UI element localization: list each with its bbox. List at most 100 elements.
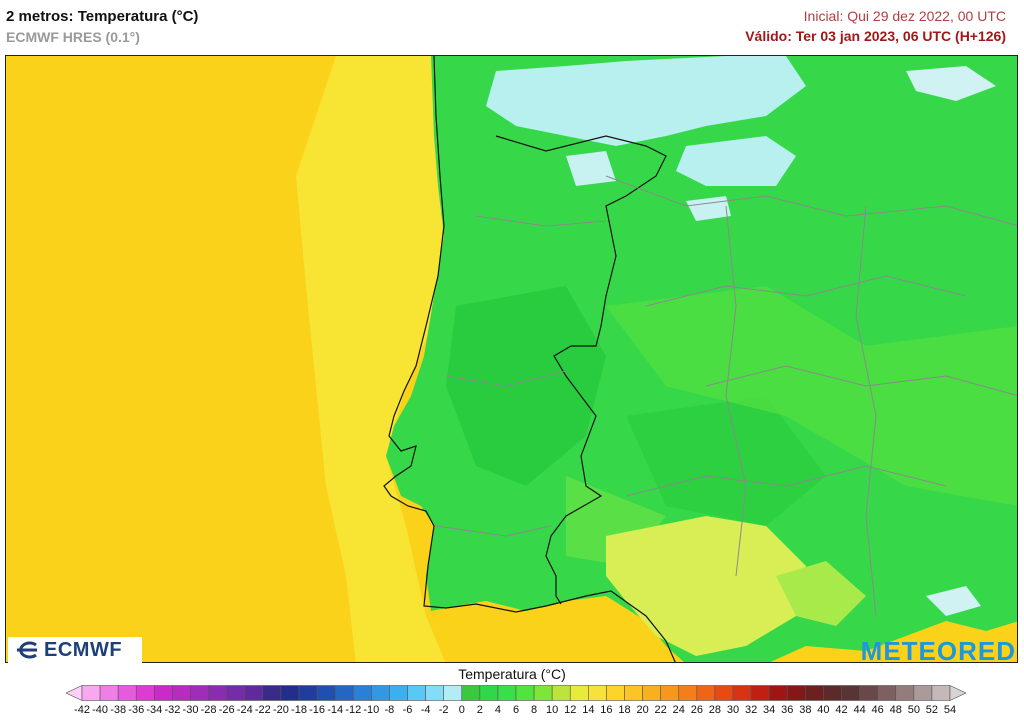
legend-color-swatch	[805, 685, 824, 701]
land-light-patch	[606, 286, 1017, 506]
legend-color-swatch	[841, 685, 860, 701]
legend-color-swatch	[678, 685, 698, 701]
legend-tick-label: 46	[871, 704, 884, 716]
legend-tick-label: -22	[254, 704, 271, 716]
land-dark-patch	[446, 286, 606, 486]
legend-tick-label: -18	[291, 704, 307, 716]
legend-tick-label: 0	[458, 704, 465, 716]
legend-color-swatch	[895, 685, 915, 701]
legend-tick-label: 16	[600, 704, 613, 716]
legend-color-swatch	[262, 685, 282, 701]
legend-tick-label: -16	[309, 704, 326, 716]
legend-color-swatch	[497, 685, 517, 701]
initial-time: Inicial: Qui 29 dez 2022, 00 UTC	[803, 8, 1006, 24]
legend-color-swatch	[642, 685, 661, 701]
legend-tick-label: 50	[907, 704, 920, 716]
legend-tick-label: 26	[690, 704, 703, 716]
legend-color-swatch	[244, 685, 264, 701]
legend-color-swatch	[479, 685, 499, 701]
legend-color-swatch	[877, 685, 897, 701]
legend-tick-label: 12	[564, 704, 577, 716]
legend-color-swatch	[533, 685, 553, 701]
temperature-map[interactable]	[5, 55, 1018, 663]
region-boundary-8	[445, 370, 567, 387]
legend-tick-label: -28	[200, 704, 217, 716]
legend-color-swatch	[371, 685, 390, 701]
warm-south-area-2	[776, 561, 866, 626]
valid-time: Válido: Ter 03 jan 2023, 06 UTC (H+126)	[745, 28, 1006, 44]
legend-color-swatch	[515, 685, 535, 701]
legend-tick-label: 14	[582, 704, 595, 716]
legend-tick-label: 54	[943, 704, 957, 716]
legend-tick-label: 32	[744, 704, 758, 716]
legend-tick-label: -4	[420, 704, 431, 716]
legend-color-swatch	[732, 685, 752, 701]
legend-tick-label: -40	[92, 704, 109, 716]
map-svg	[6, 56, 1017, 662]
legend-tick-label: 24	[672, 704, 685, 716]
coastal-ocean-band	[296, 56, 446, 662]
legend-color-swatch	[425, 685, 444, 701]
legend-color-swatch	[443, 685, 463, 701]
legend-color-swatch	[768, 685, 788, 701]
legend-color-swatch	[154, 685, 173, 701]
legend-tick-label: 52	[925, 704, 939, 716]
legend-tick-label: 18	[618, 704, 631, 716]
legend-tick-label: 6	[512, 704, 520, 716]
legend-color-swatch	[99, 685, 119, 701]
cold-area-5	[906, 66, 996, 101]
legend-color-swatch	[660, 685, 680, 701]
national-border	[495, 135, 667, 605]
header-left: 2 metros: Temperatura (°C) ECMWF HRES (0…	[6, 8, 198, 45]
legend-tick-label: -42	[74, 704, 90, 716]
legend-tick-label: 42	[835, 704, 848, 716]
legend-tick-label: -10	[363, 704, 380, 716]
legend-color-swatch	[334, 685, 354, 701]
legend-tick-label: 20	[636, 704, 649, 716]
land-dark-patch-2	[626, 396, 826, 526]
legend-tick-label: 36	[781, 704, 794, 716]
legend-color-swatch	[352, 685, 372, 701]
region-boundary	[605, 175, 1017, 226]
legend-color-swatch	[588, 685, 607, 701]
legend-tick-label: -6	[402, 704, 413, 716]
model-subtitle: ECMWF HRES (0.1°)	[6, 29, 140, 45]
legend-tick-label: 28	[708, 704, 722, 716]
region-boundary-7	[475, 215, 607, 227]
legend-color-swatch	[696, 685, 716, 701]
legend-color-scale	[66, 685, 966, 701]
legend-tick-label: 38	[799, 704, 812, 716]
ecmwf-logo-icon	[17, 641, 37, 659]
cold-area-3	[566, 151, 616, 186]
ecmwf-logo: ECMWF	[8, 637, 142, 663]
legend-color-swatch	[859, 685, 878, 701]
legend-tick-label: 40	[817, 704, 830, 716]
meteored-logo: METEORED	[860, 636, 1016, 666]
region-boundary-3	[705, 365, 1017, 396]
legend-tick-label: 10	[546, 704, 559, 716]
region-boundary-9	[435, 525, 552, 537]
legend-tick-label: -38	[110, 704, 127, 716]
legend-tick-label: -20	[272, 704, 289, 716]
cold-area-2	[676, 136, 796, 186]
legend-ticks: -42 -40 -38 -36 -34 -32 -30 -28 -26 -24 -22 -20 -18-…	[0, 704, 1024, 718]
ecmwf-logo-text: ECMWF	[44, 638, 123, 661]
legend-tick-label: -14	[327, 704, 344, 716]
legend-tick-label: -36	[128, 704, 145, 716]
legend-arrow-low	[66, 685, 83, 701]
legend-color-swatch	[208, 685, 227, 701]
legend-tick-label: -30	[182, 704, 199, 716]
legend-color-swatch	[569, 685, 589, 701]
legend-color-swatch	[298, 685, 318, 701]
legend-color-swatch	[226, 685, 246, 701]
legend-tick-label: -12	[345, 704, 362, 716]
legend-color-swatch	[786, 685, 806, 701]
legend-color-swatch	[551, 685, 571, 701]
cold-area-north	[486, 56, 806, 146]
legend-color-swatch	[913, 685, 933, 701]
legend-tick-label: 30	[726, 704, 740, 716]
legend-color-swatch	[823, 685, 842, 701]
legend-color-swatch	[316, 685, 336, 701]
legend-title: Temperatura (°C)	[458, 666, 566, 682]
region-boundary-2	[645, 275, 967, 307]
